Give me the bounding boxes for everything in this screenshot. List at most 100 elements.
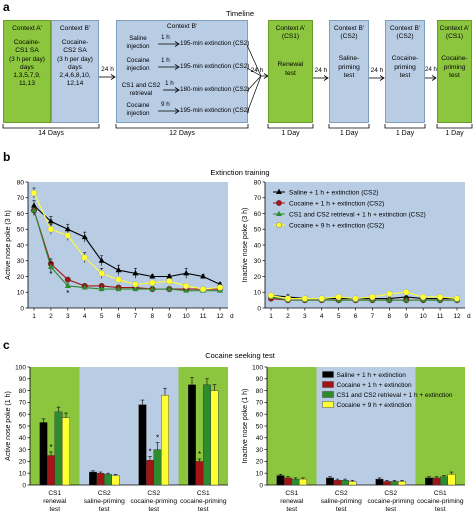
condition-result: 195-min extinction (CS2) <box>180 107 250 114</box>
bar <box>39 422 48 486</box>
x-tick-label: 12 <box>453 313 461 320</box>
data-point-circle <box>182 282 190 290</box>
y-tick-label: 30 <box>19 447 27 454</box>
panel-label-c: c <box>3 338 10 352</box>
category-label: test <box>148 506 159 513</box>
arrow-icon <box>158 41 180 47</box>
y-tick-label: 60 <box>19 412 27 419</box>
converging-arrows-icon <box>247 44 262 114</box>
x-tick-label: 2 <box>49 313 53 320</box>
category-label: test <box>49 506 60 513</box>
data-point-triangle <box>81 233 88 240</box>
data-point-circle <box>199 285 207 293</box>
y-tick-label: 40 <box>256 435 264 442</box>
x-tick-label: 10 <box>420 313 428 320</box>
category-label: test <box>385 506 396 513</box>
y-tick-label: 50 <box>254 227 262 234</box>
bar <box>284 477 292 486</box>
y-tick-label: 80 <box>19 388 27 395</box>
x-tick-label: 5 <box>337 313 341 320</box>
condition-result: 195-min extinction (CS2) <box>180 40 250 47</box>
data-point-circle <box>149 279 156 287</box>
data-point-circle <box>98 270 105 277</box>
category-label: cocaine-priming <box>367 498 414 505</box>
series-line <box>33 205 221 285</box>
bar <box>47 455 55 486</box>
category-label: renewal <box>280 498 304 505</box>
data-point-triangle <box>115 285 122 292</box>
category-label: CS1 <box>197 490 210 497</box>
duration-label: 1 Day <box>395 130 415 137</box>
x-unit-label: d <box>230 313 234 320</box>
interval-label: 24 h <box>425 67 437 73</box>
data-point-circle <box>64 232 72 239</box>
bar <box>326 477 334 486</box>
duration-label: 1 Day <box>445 130 464 137</box>
category-label: test <box>286 506 297 513</box>
arrow-icon <box>99 74 116 80</box>
data-point-circle <box>64 276 71 283</box>
x-tick-label: 9 <box>167 313 171 320</box>
y-tick-label: 60 <box>256 412 264 419</box>
category-label: CS2 <box>98 490 111 497</box>
data-point-triangle <box>31 207 37 213</box>
bar <box>188 384 196 486</box>
y-tick-label: 20 <box>19 459 27 466</box>
data-point-circle <box>386 290 393 298</box>
bar <box>375 478 384 486</box>
bar <box>299 478 307 486</box>
arrow-icon <box>158 108 180 114</box>
box-line: 11,13 <box>18 80 35 88</box>
x-tick-label: 8 <box>151 313 155 320</box>
data-point-circle <box>453 295 461 302</box>
category-label: saline-priming <box>84 498 125 505</box>
data-point-triangle <box>115 266 122 273</box>
x-tick-label: 1 <box>32 313 36 320</box>
legend-marker <box>276 210 282 216</box>
legend-swatch <box>322 391 334 398</box>
x-tick-label: 4 <box>83 313 87 320</box>
data-point-circle <box>132 281 139 288</box>
x-tick-label: 7 <box>371 313 375 320</box>
significance-marker: * <box>148 448 151 457</box>
x-tick-label: 8 <box>388 313 392 320</box>
y-tick-label: 0 <box>257 305 261 312</box>
data-point-triangle <box>403 296 410 303</box>
data-point-triangle <box>183 270 190 276</box>
box-line: 12,14 <box>66 80 84 88</box>
category-label: cocaine-priming <box>180 498 227 505</box>
category-label: test <box>99 506 110 513</box>
y-tick-label: 30 <box>256 447 264 454</box>
y-tick-label: 60 <box>17 211 25 218</box>
box-line: priming <box>338 63 360 71</box>
box-line: Saline- <box>338 55 360 63</box>
bar <box>341 480 349 486</box>
category-label: saline-priming <box>321 498 362 505</box>
data-point-circle <box>318 295 325 302</box>
plot-background <box>79 367 129 485</box>
significance-marker: * <box>156 434 159 443</box>
interval-label: 24 h <box>101 66 114 73</box>
category-label: CS2 <box>384 490 397 497</box>
bar <box>383 481 391 486</box>
category-label: CS1 <box>285 490 298 497</box>
y-tick-label: 0 <box>22 482 26 489</box>
box-title: Context B' (CS2) <box>333 25 365 41</box>
extinction-title: Extinction training <box>210 168 270 177</box>
box-line: Cocaine- <box>441 55 468 63</box>
condition-label: Cocaine injection <box>126 102 150 117</box>
arrow-icon <box>369 75 385 81</box>
timeline-box-extinction: Context B' <box>116 20 248 123</box>
category-label: CS1 <box>434 490 447 497</box>
y-tick-label: 100 <box>252 364 263 371</box>
box-line: 2,4,6,8,10, <box>59 72 91 80</box>
plot-background <box>415 367 465 485</box>
category-label: cocaine-priming <box>130 498 177 505</box>
data-point-triangle <box>386 296 393 303</box>
bar <box>89 471 97 486</box>
bar <box>138 404 147 486</box>
data-point-circle <box>30 189 38 197</box>
box-line: Cocaine- <box>61 39 89 47</box>
box-title: Context B' <box>166 23 198 30</box>
